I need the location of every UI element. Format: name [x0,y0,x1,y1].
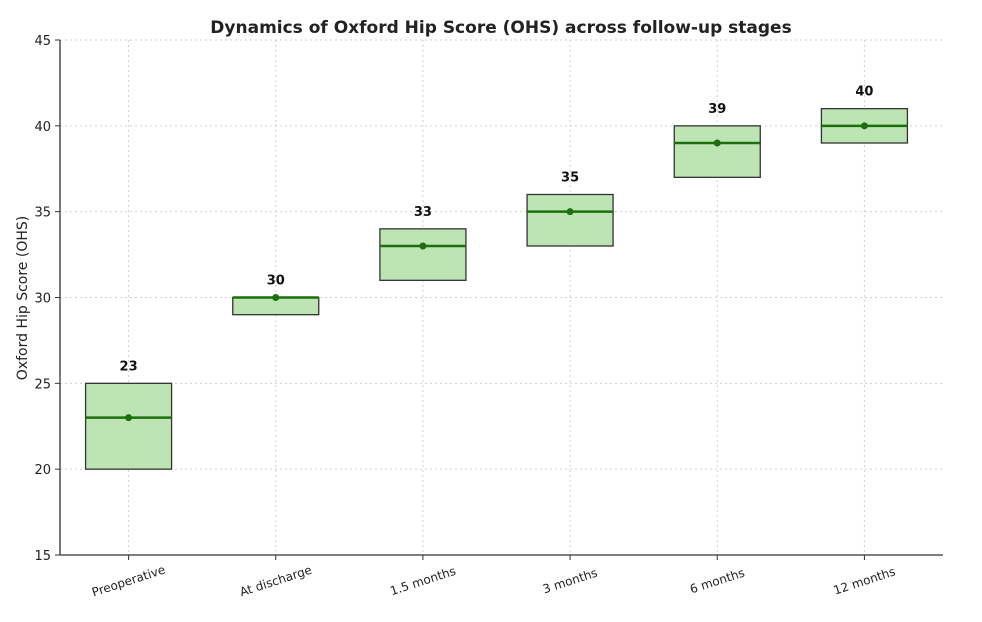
data-label: 30 [267,274,285,289]
y-tick-label: 20 [34,463,51,478]
y-tick-label: 30 [34,292,51,307]
chart-title: Dynamics of Oxford Hip Score (OHS) acros… [210,18,791,38]
median-point [860,122,868,130]
median-point [125,414,133,422]
data-label: 40 [855,85,873,100]
box [673,125,761,178]
boxes: 23 30 33 35 39 40 [84,85,909,470]
box [84,382,173,470]
axes: 15 20 25 30 35 40 45 Preoperative At discharge 1.… [34,34,943,599]
median-point [713,139,721,147]
data-label: 39 [708,102,726,117]
y-tick-label: 15 [34,549,51,564]
x-tick-label: 6 months [688,566,746,597]
grid [60,39,943,556]
x-tick-label: 3 months [541,566,599,597]
y-axis-label: Oxford Hip Score (OHS) [15,216,31,380]
box [526,193,614,247]
data-label: 35 [561,171,579,186]
median-point [419,242,427,250]
y-tick-label: 25 [34,377,51,392]
y-tick-label: 35 [34,206,51,221]
x-tick-label: 12 months [832,564,897,597]
x-tick-label: 1.5 months [388,564,457,598]
y-tick-label: 45 [34,34,51,49]
median-point [566,208,574,216]
data-label: 33 [414,205,432,220]
x-tick-label: At discharge [238,563,314,599]
data-label: 23 [120,359,138,374]
x-tick-label: Preoperative [90,563,167,600]
median-point [272,294,280,301]
box [379,228,467,281]
y-tick-label: 40 [34,120,51,135]
